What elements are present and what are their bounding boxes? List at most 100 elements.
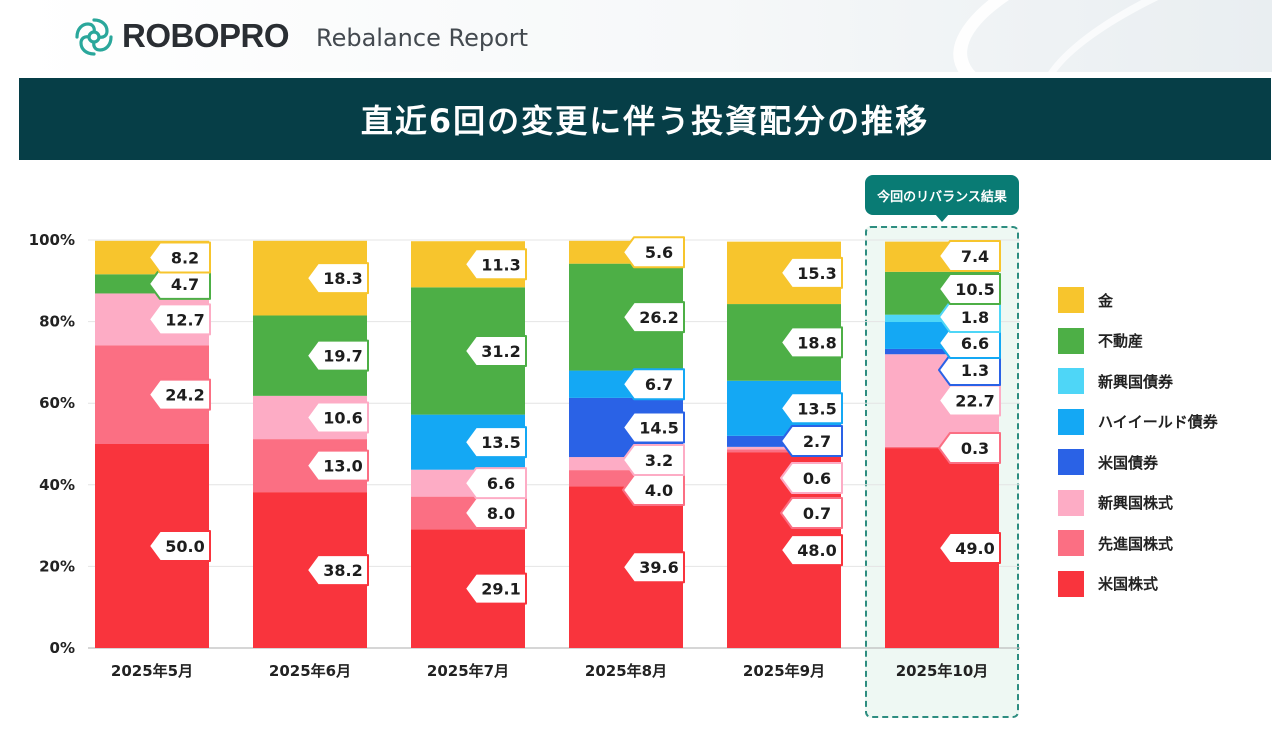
data-labels: 50.0 24.2 12.7 4.7 8.2 38.2 13.0 10.6 19.7 18.3 29…	[148, 236, 1001, 605]
data-label-box	[148, 530, 211, 562]
data-label: 13.5	[464, 426, 527, 459]
data-label-text: 3.2	[645, 451, 673, 470]
y-tick-label: 80%	[39, 313, 75, 331]
data-label-box	[622, 236, 685, 269]
data-label: 3.2	[622, 444, 685, 476]
data-label-text: 1.8	[961, 308, 989, 327]
x-tick-label: 2025年8月	[585, 662, 667, 680]
y-tick-label: 0%	[50, 639, 75, 657]
data-label-box	[464, 572, 527, 605]
data-label: 0.6	[780, 462, 843, 494]
data-label: 10.5	[938, 273, 1001, 305]
data-label: 49.0	[938, 532, 1001, 565]
data-label: 8.0	[464, 496, 527, 529]
data-label-box	[464, 426, 527, 459]
bar-segment	[727, 449, 841, 453]
data-label: 13.5	[780, 392, 843, 425]
data-label-text: 13.5	[797, 399, 836, 418]
data-label-box	[780, 534, 843, 567]
bar-segment	[727, 446, 841, 450]
data-label-box	[780, 392, 843, 425]
data-label-text: 0.3	[961, 439, 989, 458]
legend-swatch	[1058, 368, 1084, 394]
y-axis: 0% 20% 40% 60% 80% 100%	[29, 231, 75, 657]
legend-swatch	[1058, 449, 1084, 475]
data-label-text: 10.6	[323, 408, 362, 427]
data-label-text: 7.4	[961, 247, 989, 266]
legend-swatch	[1058, 489, 1084, 516]
data-label-text: 15.3	[797, 264, 836, 283]
y-tick-label: 60%	[39, 394, 75, 412]
data-label-text: 22.7	[955, 392, 994, 411]
data-label-text: 31.2	[481, 342, 520, 361]
data-label: 13.0	[306, 449, 369, 482]
data-label: 18.3	[306, 262, 369, 295]
data-label-box	[148, 378, 211, 411]
data-label-text: 0.7	[803, 504, 831, 523]
brand-name: ROBOPRO	[122, 17, 290, 54]
data-label-text: 1.3	[961, 361, 989, 380]
data-label-text: 24.2	[165, 386, 204, 405]
data-label-box	[622, 301, 685, 334]
data-label: 1.8	[938, 301, 1001, 333]
data-label-box	[622, 444, 685, 476]
x-tick-label: 2025年5月	[111, 662, 193, 680]
data-label: 7.4	[938, 240, 1001, 272]
data-label-box	[306, 449, 369, 482]
bar-segment	[885, 348, 999, 355]
data-label: 24.2	[148, 378, 211, 411]
data-label-text: 4.7	[171, 275, 199, 294]
legend-swatch	[1058, 530, 1084, 556]
data-label-box	[148, 303, 211, 336]
legend-label: 不動産	[1098, 332, 1144, 350]
data-label-box	[306, 262, 369, 295]
data-label-box	[938, 532, 1001, 565]
robopro-logo-icon	[75, 18, 113, 56]
data-label-box	[622, 411, 685, 444]
data-label-text: 10.5	[955, 280, 994, 299]
legend-swatch	[1058, 287, 1084, 313]
data-label-text: 6.7	[645, 375, 673, 394]
data-label-text: 39.6	[639, 558, 678, 577]
report-header: ROBOPRO Rebalance Report	[18, 0, 1272, 72]
data-label-text: 14.5	[639, 418, 678, 437]
data-label: 6.7	[622, 368, 685, 401]
data-label: 22.7	[938, 384, 1001, 417]
data-label-box	[938, 432, 1001, 464]
data-label-text: 48.0	[797, 541, 836, 560]
data-label: 10.6	[306, 401, 369, 434]
page-title: 直近6回の変更に伴う投資配分の推移	[360, 102, 930, 140]
data-label: 39.6	[622, 551, 685, 584]
legend-label: 新興国債券	[1098, 372, 1174, 391]
data-label-text: 4.0	[645, 481, 673, 500]
data-label-text: 6.6	[961, 334, 989, 353]
legend-label: 米国株式	[1098, 575, 1159, 593]
data-label: 48.0	[780, 534, 843, 567]
allocation-stacked-bar-chart: 0% 20% 40% 60% 80% 100% 50.0 24.2 12.7 4.7 8.2 38.…	[29, 231, 1020, 680]
data-label-box	[780, 462, 843, 494]
data-label-text: 5.6	[645, 243, 673, 262]
y-tick-label: 100%	[29, 231, 75, 249]
data-label-text: 8.0	[487, 504, 515, 523]
x-tick-label: 2025年10月	[896, 662, 989, 680]
legend-swatch	[1058, 327, 1084, 354]
legend-item: 米国株式	[1058, 570, 1158, 598]
title-banner: 直近6回の変更に伴う投資配分の推移	[19, 78, 1271, 160]
data-label-text: 12.7	[165, 310, 204, 329]
legend-item: 金	[1058, 286, 1113, 314]
x-tick-label: 2025年9月	[743, 662, 825, 680]
data-label: 14.5	[622, 411, 685, 444]
gridlines	[88, 239, 1020, 649]
data-label-box	[622, 551, 685, 584]
data-label-text: 13.0	[323, 457, 362, 476]
data-label-text: 50.0	[165, 537, 204, 556]
legend-label: 新興国株式	[1098, 494, 1174, 512]
data-label: 5.6	[622, 236, 685, 269]
data-label-box	[306, 554, 369, 587]
data-label-box	[464, 467, 527, 500]
data-label: 19.7	[306, 339, 369, 372]
data-label: 31.2	[464, 334, 527, 367]
data-label: 1.3	[938, 354, 1001, 386]
legend-item: 不動産	[1058, 327, 1143, 355]
x-tick-label: 2025年6月	[269, 662, 351, 680]
